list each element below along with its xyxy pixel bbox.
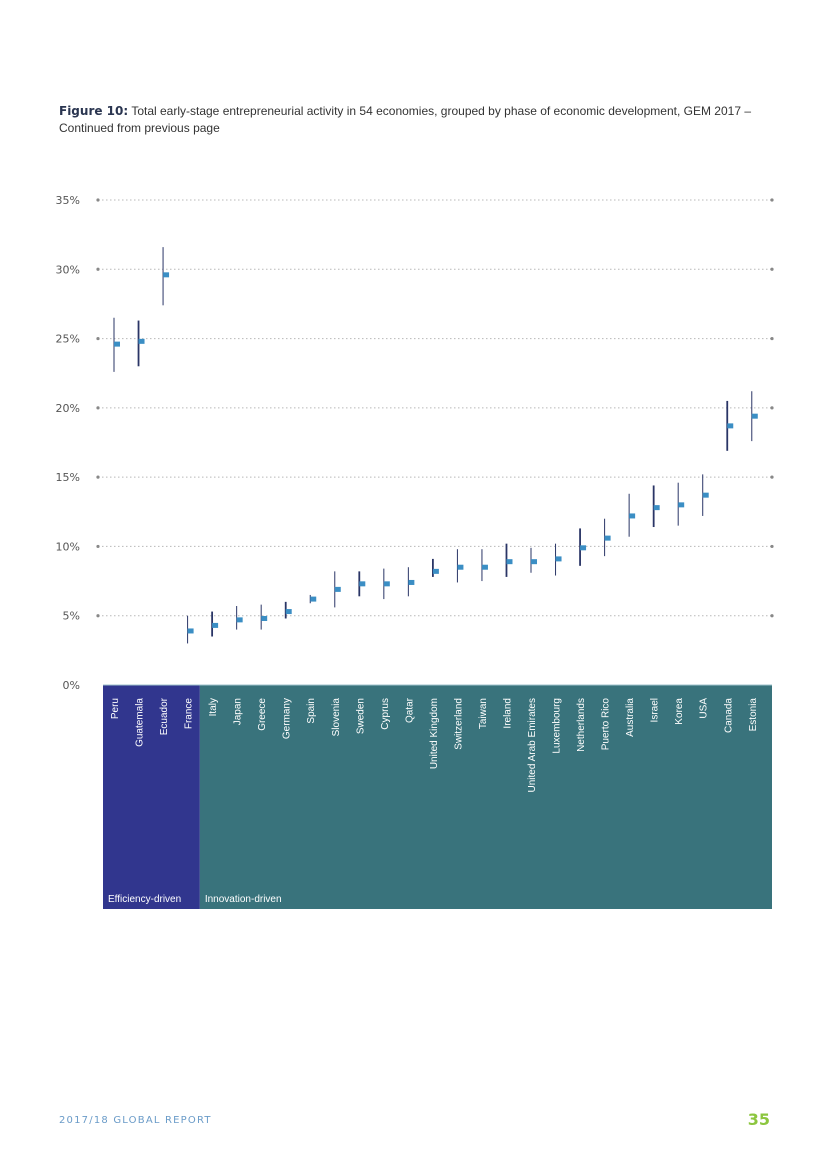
group-band — [103, 685, 200, 909]
y-tick-label: 30% — [56, 263, 80, 276]
y-tick-label: 5% — [63, 610, 80, 623]
gridline-end-dot — [770, 336, 774, 341]
category-label: Italy — [208, 698, 219, 716]
category-label: Spain — [306, 698, 317, 724]
tea-point — [334, 586, 341, 592]
category-label: Israel — [650, 698, 661, 722]
tea-point — [285, 609, 292, 615]
category-label: Puerto Rico — [601, 698, 612, 751]
y-tick-label: 0% — [63, 679, 80, 692]
tea-point — [506, 559, 513, 565]
gridline-end-dot — [96, 614, 100, 618]
category-label: Qatar — [404, 697, 415, 723]
tea-point — [702, 492, 709, 498]
category-label: Ecuador — [159, 697, 170, 735]
category-label: United Kingdom — [429, 698, 440, 769]
category-label: Greece — [257, 698, 268, 731]
category-label: Japan — [233, 698, 244, 725]
category-label: Canada — [723, 698, 734, 733]
gridline-end-dot — [770, 475, 774, 479]
y-tick-label: 20% — [56, 402, 80, 415]
tea-point — [310, 596, 317, 602]
tea-point — [163, 272, 170, 278]
report-footer: 2017/18 GLOBAL REPORT — [59, 1115, 212, 1126]
y-tick-label: 10% — [56, 540, 80, 553]
gridline-end-dot — [96, 406, 100, 410]
tea-point — [408, 579, 415, 585]
category-label: Germany — [282, 698, 293, 739]
gridline-end-dot — [96, 544, 100, 549]
category-label: Cyprus — [380, 698, 391, 730]
tea-point — [555, 556, 562, 562]
figure-caption: Figure 10: Total early-stage entrepreneu… — [59, 103, 759, 137]
tea-point — [629, 513, 636, 519]
category-label: Korea — [674, 698, 685, 725]
tea-point — [383, 581, 390, 587]
gridline-end-dot — [770, 267, 774, 271]
category-label: France — [184, 698, 195, 730]
gridline-end-dot — [770, 614, 774, 618]
tea-point — [751, 413, 758, 419]
group-label: Innovation-driven — [205, 894, 282, 905]
gridline-end-dot — [96, 267, 100, 271]
tea-point — [212, 622, 219, 628]
gridline-end-dot — [96, 198, 100, 202]
y-tick-label: 25% — [56, 333, 80, 346]
tea-point — [261, 615, 268, 621]
page-number: 35 — [747, 1110, 770, 1129]
category-label: Estonia — [748, 698, 759, 732]
category-label: USA — [699, 698, 710, 719]
tea-point — [580, 545, 587, 551]
gridline-end-dot — [770, 406, 774, 410]
gridline-end-dot — [770, 198, 774, 202]
category-label: Sweden — [355, 698, 366, 734]
category-label: Australia — [625, 698, 636, 737]
tea-point — [114, 341, 120, 347]
tea-point — [236, 617, 243, 623]
gridline-end-dot — [96, 475, 100, 479]
y-tick-label: 15% — [56, 471, 80, 484]
gridline-end-dot — [770, 544, 774, 549]
tea-point — [359, 581, 366, 587]
tea-point — [457, 564, 464, 570]
tea-point — [187, 628, 194, 634]
group-band — [199, 685, 773, 909]
tea-point — [481, 564, 488, 570]
tea-point — [727, 423, 734, 429]
figure-label: Figure 10: — [59, 104, 129, 118]
tea-point — [604, 535, 611, 541]
tea-point — [432, 568, 439, 574]
tea-point — [138, 338, 145, 344]
gridline-end-dot — [96, 336, 100, 341]
category-label: Peru — [110, 698, 121, 719]
tea-point — [531, 559, 538, 565]
category-label: Taiwan — [478, 698, 489, 729]
y-tick-label: 35% — [56, 194, 80, 207]
category-label: Ireland — [502, 698, 513, 729]
category-label: United Arab Emirates — [527, 698, 538, 793]
category-label: Switzerland — [453, 698, 464, 750]
category-label: Luxembourg — [552, 698, 563, 754]
category-label: Netherlands — [576, 698, 587, 752]
category-label: Guatemala — [135, 698, 146, 747]
figure-caption-text: Total early-stage entrepreneurial activi… — [59, 104, 751, 135]
tea-point — [653, 505, 660, 511]
tea-point — [678, 502, 685, 508]
group-label: Efficiency-driven — [108, 894, 181, 905]
category-label: Slovenia — [331, 698, 342, 737]
